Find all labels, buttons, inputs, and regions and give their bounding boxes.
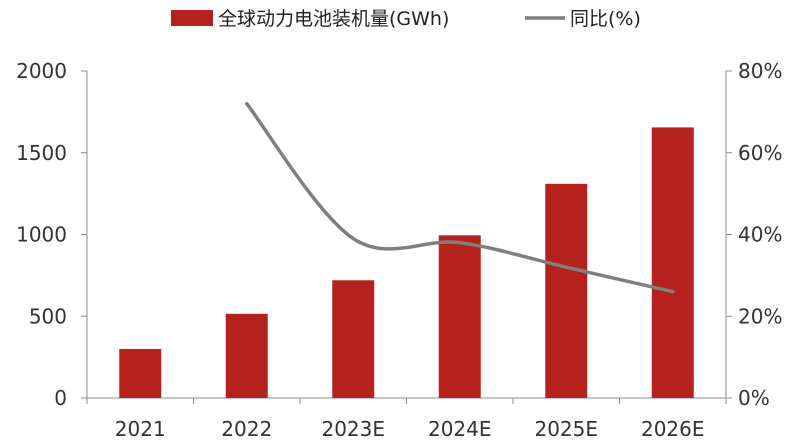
y-left-tick-label: 500 (29, 304, 67, 328)
legend: 全球动力电池装机量(GWh) 同比(%) (171, 8, 641, 30)
bar (438, 235, 481, 398)
legend-bar-label: 全球动力电池装机量(GWh) (218, 8, 449, 30)
yoy-line (245, 101, 675, 294)
y-left-tick-label: 0 (54, 386, 67, 410)
y-left-tick-label: 2000 (16, 59, 67, 83)
bar (651, 127, 694, 398)
y-right-tick-label: 0% (738, 386, 770, 410)
legend-line-label: 同比(%) (570, 8, 641, 30)
y-left-tick-label: 1000 (16, 223, 67, 247)
y-right-tick-label: 40% (738, 223, 782, 247)
y-right-tick-label: 60% (738, 141, 782, 165)
x-tick-label: 2024E (428, 417, 492, 441)
axes: 0 500 1000 1500 2000 0% 20% 40% 60% 80% 2021 2022 20… (16, 59, 782, 441)
legend-bar-swatch (171, 10, 213, 26)
y-left-tick-label: 1500 (16, 141, 67, 165)
y-right-tick-label: 20% (738, 304, 782, 328)
bar (225, 313, 268, 398)
bar (545, 183, 588, 398)
bars (119, 127, 694, 398)
y-right-tick-label: 80% (738, 59, 782, 83)
x-tick-label: 2025E (534, 417, 598, 441)
bar (119, 348, 162, 398)
line-series (245, 101, 675, 294)
x-tick-label: 2021 (115, 417, 166, 441)
x-tick-label: 2022 (221, 417, 272, 441)
x-tick-label: 2026E (641, 417, 705, 441)
x-tick-label: 2023E (321, 417, 385, 441)
bar (332, 280, 375, 398)
